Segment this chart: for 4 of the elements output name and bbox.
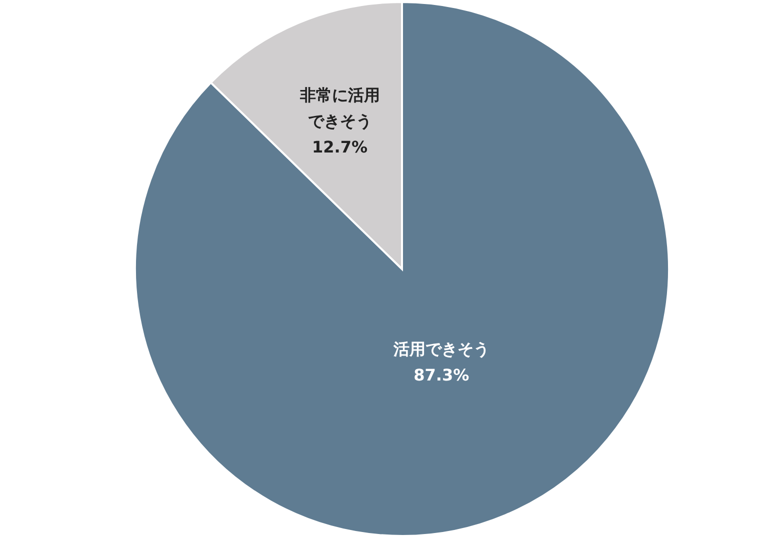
slice-label: 活用できそう xyxy=(393,338,490,361)
slice-label: 非常に活用できそう xyxy=(298,84,381,133)
data-label: 12.7% xyxy=(310,136,368,158)
data-label: 87.3% xyxy=(412,364,470,386)
